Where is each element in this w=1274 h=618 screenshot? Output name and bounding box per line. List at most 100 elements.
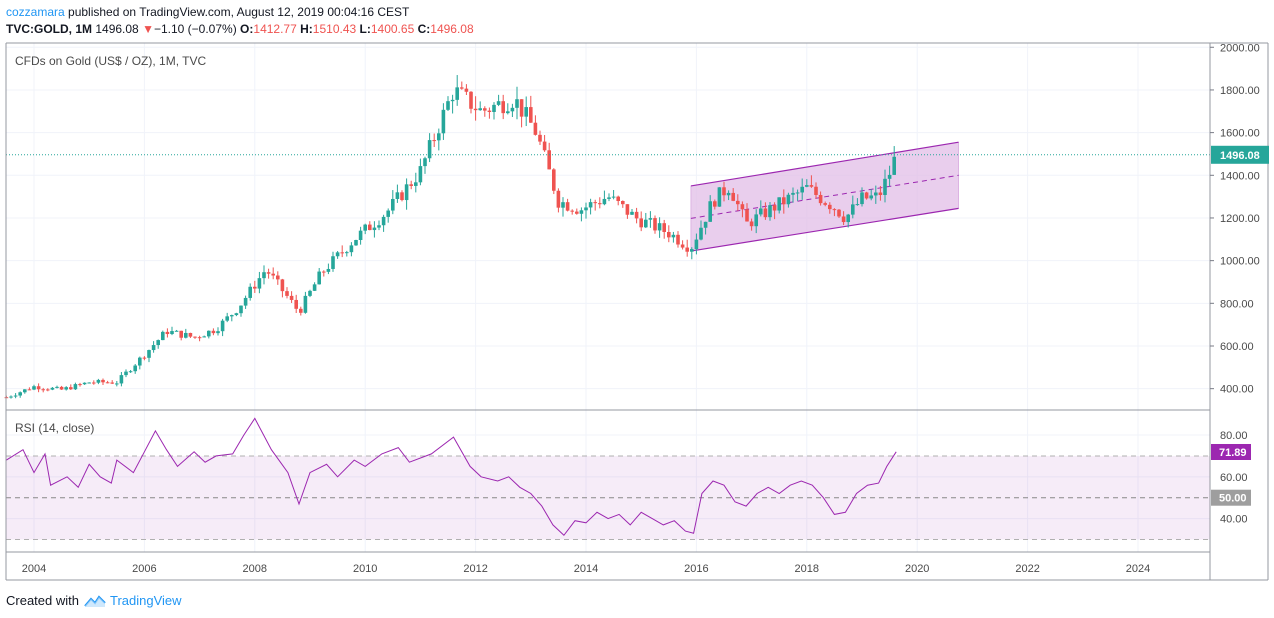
x-tick-label: 2020 xyxy=(905,563,929,575)
author-link[interactable]: cozzamara xyxy=(6,5,65,19)
candle-body xyxy=(18,392,22,396)
tradingview-link[interactable]: TradingView xyxy=(109,593,182,608)
rsi-midline-badge-label: 50.00 xyxy=(1219,493,1247,505)
rsi-pane xyxy=(6,417,1210,540)
candle-body xyxy=(276,275,280,280)
candle-body xyxy=(809,185,814,187)
down-arrow-icon: ▼ xyxy=(142,22,154,36)
candle-body xyxy=(662,223,666,232)
candle-body xyxy=(23,389,27,393)
candle-body xyxy=(377,225,381,228)
candle-body xyxy=(170,331,174,335)
candle-body xyxy=(602,198,607,205)
candle-body xyxy=(165,331,170,335)
candle-body xyxy=(841,216,846,223)
high-value: 1510.43 xyxy=(312,22,357,36)
candle-body xyxy=(869,195,873,199)
x-tick-label: 2014 xyxy=(574,563,598,575)
candle-body xyxy=(432,140,436,142)
candle-body xyxy=(230,315,234,317)
candle-body xyxy=(860,192,864,205)
candle-body xyxy=(722,187,726,196)
candle-body xyxy=(680,244,685,248)
candle-body xyxy=(805,185,809,187)
candle-body xyxy=(50,387,55,390)
rsi-last-badge xyxy=(1211,443,1251,460)
candle-body xyxy=(46,389,50,391)
candle-body xyxy=(731,192,735,201)
candle-body xyxy=(818,194,823,204)
rsi-tick-label: 80.00 xyxy=(1220,430,1248,442)
price-tick-label: 1400.00 xyxy=(1220,170,1260,182)
candle-body xyxy=(317,271,321,285)
candle-body xyxy=(239,305,243,314)
candle-body xyxy=(151,345,156,351)
candle-body xyxy=(772,205,777,211)
candle-body xyxy=(207,330,211,337)
candle-body xyxy=(9,396,13,398)
candle-body xyxy=(124,371,128,376)
parallel-channel[interactable] xyxy=(690,141,959,252)
candle-body xyxy=(648,218,653,220)
price-tick-label: 1200.00 xyxy=(1220,213,1260,225)
candle-body xyxy=(441,109,446,134)
symbol-label: TVC:GOLD, 1M xyxy=(6,22,92,36)
x-tick-label: 2012 xyxy=(463,563,487,575)
low-value: 1400.65 xyxy=(370,22,415,36)
x-tick-label: 2008 xyxy=(243,563,267,575)
rsi-last-badge-label: 71.89 xyxy=(1219,447,1247,459)
candle-body xyxy=(243,297,248,306)
price-tick-label: 1800.00 xyxy=(1220,85,1260,97)
candle-body xyxy=(740,204,745,210)
x-tick-label: 2010 xyxy=(353,563,377,575)
candle-body xyxy=(878,192,883,196)
candle-body xyxy=(59,386,64,390)
candle-body xyxy=(837,209,841,217)
candle-body xyxy=(386,210,390,217)
candle-body xyxy=(450,99,455,102)
candle-body xyxy=(593,202,597,204)
candle-body xyxy=(487,110,492,112)
candle-body xyxy=(395,192,400,199)
candle-body xyxy=(501,101,505,114)
candle-body xyxy=(174,330,179,332)
candle-body xyxy=(179,330,183,338)
candle-body xyxy=(529,107,533,123)
candle-body xyxy=(82,382,87,385)
candle-body xyxy=(404,184,409,201)
candle-body xyxy=(524,107,528,117)
candlestick-series xyxy=(4,75,896,399)
candle-body xyxy=(478,108,482,111)
candle-body xyxy=(188,332,193,337)
candle-body xyxy=(538,134,542,142)
candle-body xyxy=(105,382,110,384)
candle-body xyxy=(220,320,225,332)
candle-body xyxy=(851,204,855,215)
candle-body xyxy=(864,192,869,199)
candle-body xyxy=(611,196,616,198)
candle-body xyxy=(184,332,188,338)
candle-body xyxy=(667,231,671,238)
candle-body xyxy=(473,108,478,111)
candle-body xyxy=(115,383,119,385)
candle-body xyxy=(64,387,68,390)
candle-body xyxy=(211,330,216,334)
x-tick-label: 2024 xyxy=(1126,563,1150,575)
candle-body xyxy=(754,214,758,227)
candle-body xyxy=(749,221,754,227)
candle-body xyxy=(533,122,538,135)
candle-body xyxy=(634,211,639,219)
candle-body xyxy=(657,223,662,231)
candle-body xyxy=(777,197,781,211)
candle-body xyxy=(36,386,41,390)
candle-body xyxy=(156,340,160,346)
candle-body xyxy=(455,87,459,100)
candle-body xyxy=(713,201,717,207)
candle-body xyxy=(483,108,487,111)
candle-body xyxy=(358,230,363,241)
candle-body xyxy=(584,207,588,211)
candle-body xyxy=(506,111,510,114)
candle-body xyxy=(197,337,202,339)
candle-body xyxy=(460,87,464,89)
